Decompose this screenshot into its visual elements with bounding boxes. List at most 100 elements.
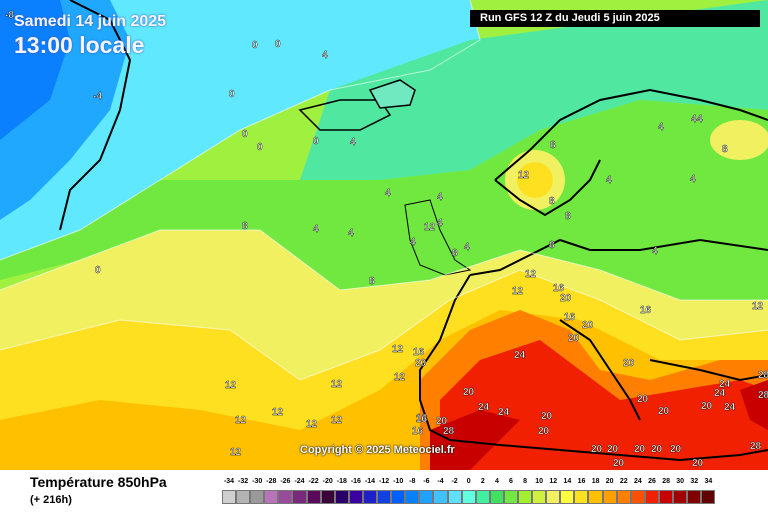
legend-swatch: [673, 490, 688, 504]
legend-swatch: [348, 490, 363, 504]
isotherm-label: 20: [701, 401, 713, 412]
legend-label: -4: [437, 478, 444, 485]
legend-swatch: [475, 490, 490, 504]
isotherm-label: 12: [512, 286, 524, 297]
legend-swatch: [588, 490, 603, 504]
legend-swatch: [278, 490, 293, 504]
legend-label: -22: [308, 478, 319, 485]
isotherm-label: 12: [272, 407, 284, 418]
legend-swatch: [574, 490, 589, 504]
isotherm-label: 12: [235, 415, 247, 426]
legend-label: 14: [563, 478, 572, 485]
legend-swatch: [546, 490, 561, 504]
isotherm-label: 4: [385, 188, 391, 199]
isotherm-label: 4: [348, 228, 354, 239]
isotherm-label: 0: [17, 37, 23, 48]
legend-swatch: [377, 490, 392, 504]
legend-label: 20: [605, 478, 614, 485]
isotherm-label: 4: [437, 192, 443, 203]
isotherm-label: 20: [607, 444, 619, 455]
isotherm-label: 4: [464, 242, 470, 253]
legend-swatch: [701, 490, 716, 504]
legend-label: 26: [648, 478, 656, 485]
isotherm-label: 0: [313, 136, 319, 147]
legend-label: 34: [704, 478, 713, 485]
isotherm-label: 20: [670, 444, 682, 455]
isotherm-label: 16: [553, 283, 565, 294]
isotherm-label: 28: [758, 370, 768, 381]
legend-swatch: [616, 490, 631, 504]
legend-swatch: [419, 490, 434, 504]
isotherm-label: 20: [591, 444, 603, 455]
isotherm-label: 16: [413, 347, 425, 358]
isotherm-label: 12: [225, 380, 237, 391]
forecast-date: Samedi 14 juin 2025: [14, 13, 167, 30]
legend-swatch: [602, 490, 617, 504]
isotherm-label: 20: [658, 406, 670, 417]
legend-swatch: [405, 490, 420, 504]
color-legend: [222, 490, 716, 504]
legend-swatch: [658, 490, 673, 504]
legend-swatch: [687, 490, 702, 504]
isotherm-label: 20: [613, 458, 625, 469]
legend-label: -34: [223, 478, 235, 485]
isotherm-label: 0: [95, 265, 101, 276]
legend-swatch: [320, 490, 335, 504]
isotherm-label: 20: [568, 333, 580, 344]
isotherm-label: 24: [719, 379, 731, 390]
isotherm-label: 0: [229, 89, 235, 100]
isotherm-label: 0: [275, 39, 281, 50]
legend-label: 0: [466, 478, 471, 485]
isotherms: [0, 0, 768, 381]
isotherm-label: 24: [498, 407, 510, 418]
legend-swatch: [236, 490, 251, 504]
isotherm-label: 28: [750, 441, 762, 452]
isotherm-label: 12: [306, 419, 318, 430]
isotherm-label: 20: [623, 358, 635, 369]
isotherm-label: 20: [692, 458, 704, 469]
lead-time: (+ 216h): [30, 494, 72, 506]
isotherm-label: 4: [322, 50, 328, 61]
legend-swatch: [292, 490, 307, 504]
legend-swatch: [334, 490, 349, 504]
isotherm-label: 8: [369, 276, 375, 287]
legend-label: -6: [423, 478, 430, 485]
isotherm-label: 20: [637, 394, 649, 405]
isotherm-label: 0: [242, 129, 248, 140]
legend-label: -8: [409, 478, 416, 485]
legend-label: -26: [280, 478, 291, 485]
legend-swatch: [447, 490, 462, 504]
isotherm-label: 12: [230, 447, 242, 458]
isotherm-label: 20: [463, 387, 475, 398]
legend-label: -24: [294, 478, 305, 485]
legend-swatch: [391, 490, 406, 504]
isotherm-label: 4: [606, 175, 612, 186]
isotherm-label: 20: [651, 444, 663, 455]
legend-swatch: [306, 490, 321, 504]
isotherm-label: 8: [565, 211, 571, 222]
isotherm-label: 8: [242, 221, 248, 232]
isotherm-label: 4: [691, 114, 697, 125]
legend-label: -14: [364, 478, 376, 485]
isotherm-label: 4: [350, 137, 356, 148]
isotherm-label: 20: [560, 293, 572, 304]
legend-swatch: [489, 490, 504, 504]
legend-label: 24: [633, 478, 642, 485]
isotherm-label: 16: [416, 414, 428, 425]
isotherm-label: 20: [582, 320, 594, 331]
legend-label: 4: [494, 478, 499, 485]
isotherm-label: 8: [452, 248, 458, 259]
isotherm-label: 28: [443, 426, 455, 437]
legend-label: 6: [509, 478, 513, 485]
isotherm-label: 16: [640, 305, 652, 316]
legend-label: -32: [238, 478, 249, 485]
legend-label: -28: [266, 478, 277, 485]
isotherm-label: 0: [252, 40, 258, 51]
isotherm-label: 12: [518, 170, 530, 181]
isotherm-label: 12: [331, 415, 343, 426]
isotherm-label: 4: [313, 224, 319, 235]
isotherm-label: 4: [652, 246, 658, 257]
isotherm-label: 20: [634, 444, 646, 455]
isotherm-label: 20: [415, 358, 427, 369]
